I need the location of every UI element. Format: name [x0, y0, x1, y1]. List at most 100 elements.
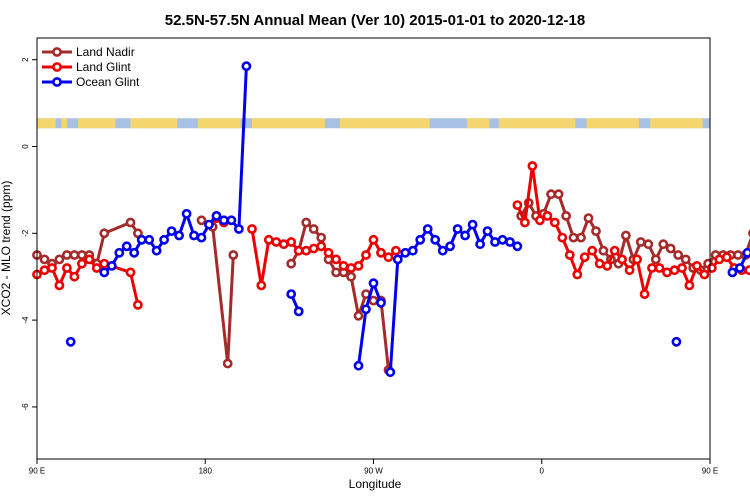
data-point [368, 295, 379, 306]
data-point [211, 210, 222, 221]
data-point [684, 280, 695, 291]
data-point [99, 228, 110, 239]
data-point [665, 243, 676, 254]
data-point [677, 263, 687, 273]
data-point [561, 210, 571, 221]
data-point [233, 224, 244, 234]
data-point [602, 260, 613, 271]
data-point [579, 252, 590, 263]
data-point [621, 230, 631, 241]
data-point [497, 234, 508, 245]
data-point [437, 245, 448, 256]
legend-swatch-marker [52, 47, 62, 57]
data-point [512, 241, 523, 252]
legend-swatch-marker [52, 77, 62, 87]
land-band-segment [650, 118, 703, 129]
data-point [376, 247, 386, 258]
data-point [353, 360, 364, 371]
data-point [505, 237, 515, 247]
data-point [407, 245, 418, 256]
data-point [228, 250, 239, 260]
data-point [114, 247, 125, 258]
legend-label: Land Glint [76, 60, 131, 74]
series-land-nadir [32, 189, 750, 375]
land-ocean-band [37, 118, 710, 129]
data-point [263, 234, 274, 245]
data-point [331, 254, 341, 265]
data-point [144, 234, 155, 245]
data-point [293, 306, 304, 317]
data-point [594, 258, 605, 269]
series-line [731, 248, 750, 274]
legend-item-ocean-glint: Ocean Glint [42, 75, 140, 89]
data-point [512, 200, 523, 210]
data-point [308, 224, 319, 234]
data-point [338, 260, 349, 271]
data-point [445, 241, 455, 252]
x-tick-label: 90 W [364, 467, 383, 476]
series-land-glint [32, 161, 750, 310]
land-band-segment [130, 118, 178, 129]
x-tick-label: 0 [540, 467, 545, 476]
data-point [624, 265, 635, 276]
land-band-segment [339, 118, 430, 129]
data-point [707, 263, 717, 273]
data-point [617, 254, 627, 265]
data-point [368, 278, 379, 289]
data-point [557, 232, 568, 243]
data-point [47, 263, 57, 273]
data-point [714, 254, 725, 265]
data-point [247, 224, 257, 234]
data-point [422, 224, 433, 234]
y-tick-label: 2 [21, 57, 30, 62]
data-point [62, 263, 72, 273]
series-line [357, 281, 383, 366]
data-point [166, 226, 177, 236]
data-point [106, 260, 117, 271]
series-line [103, 66, 248, 274]
data-point [392, 254, 403, 265]
data-point [662, 267, 672, 278]
data-point [77, 258, 87, 269]
data-point [460, 230, 470, 241]
data-point [99, 267, 110, 278]
data-point [189, 230, 199, 241]
data-point [549, 217, 560, 228]
data-point [69, 250, 80, 260]
data-point [475, 239, 485, 250]
data-point [658, 239, 669, 250]
data-point [699, 269, 710, 280]
data-point [316, 241, 327, 252]
data-point [632, 254, 642, 265]
data-point [564, 250, 575, 260]
data-point [54, 280, 65, 291]
data-point [301, 217, 312, 228]
data-point [546, 189, 556, 200]
data-point [91, 263, 102, 273]
data-point [99, 258, 110, 269]
x-axis: 90 E 180 90 W 0 90 E [29, 459, 718, 476]
y-axis-label: XCO2 - MLO trend (ppm) [0, 181, 13, 316]
data-point [527, 161, 538, 171]
data-point [353, 310, 364, 321]
data-point [125, 217, 136, 228]
data-point [159, 234, 169, 245]
data-point [671, 336, 682, 347]
data-point [583, 213, 594, 223]
data-point [286, 237, 297, 247]
data-point [415, 234, 426, 245]
data-point [218, 215, 229, 226]
data-point [609, 245, 620, 256]
data-point [346, 271, 356, 282]
chart-title: 52.5N-57.5N Annual Mean (Ver 10) 2015-01… [165, 12, 585, 29]
data-point [650, 254, 661, 265]
x-tick-label: 90 E [702, 467, 718, 476]
data-point [553, 189, 564, 200]
data-point [121, 241, 132, 252]
series-layer [32, 61, 750, 378]
data-point [174, 230, 184, 241]
data-point [136, 234, 147, 245]
y-tick-label: 0 [21, 144, 30, 149]
data-point [735, 263, 745, 273]
data-point [744, 265, 750, 276]
